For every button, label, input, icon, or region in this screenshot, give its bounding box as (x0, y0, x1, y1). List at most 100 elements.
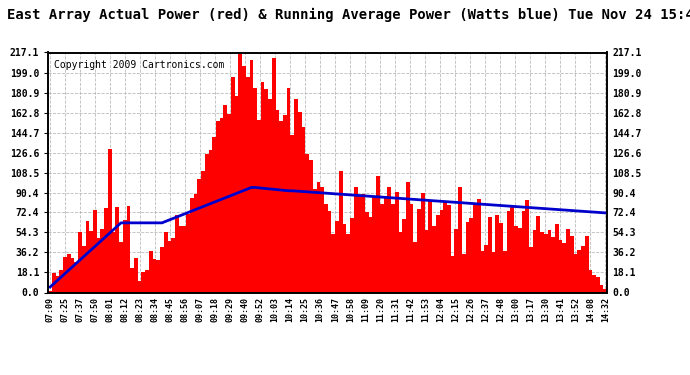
Bar (238, 53, 242, 292)
Bar (208, 150, 213, 292)
Bar (328, 210, 331, 292)
Bar (451, 256, 455, 292)
Bar (67, 254, 70, 292)
Bar (384, 196, 387, 292)
Bar (484, 244, 488, 292)
Bar (138, 282, 141, 292)
Bar (551, 237, 555, 292)
Bar (235, 96, 238, 292)
Bar (421, 193, 424, 292)
Bar (391, 204, 395, 292)
Bar (578, 250, 581, 292)
Bar (343, 225, 346, 292)
Bar (320, 187, 324, 292)
Bar (331, 234, 335, 292)
Bar (313, 189, 317, 292)
Bar (93, 210, 97, 292)
Bar (104, 207, 108, 292)
Bar (559, 240, 562, 292)
Bar (149, 251, 152, 292)
Bar (335, 221, 339, 292)
Bar (368, 217, 373, 292)
Bar (190, 198, 194, 292)
Bar (242, 66, 246, 292)
Bar (518, 228, 522, 292)
Bar (152, 260, 157, 292)
Bar (134, 258, 138, 292)
Bar (555, 224, 559, 292)
Bar (182, 226, 186, 292)
Bar (417, 209, 421, 292)
Bar (357, 195, 362, 292)
Bar (213, 137, 216, 292)
Bar (380, 204, 384, 292)
Bar (250, 60, 253, 292)
Bar (529, 247, 533, 292)
Bar (175, 215, 179, 292)
Bar (246, 77, 250, 292)
Bar (495, 215, 499, 292)
Bar (506, 210, 511, 292)
Bar (275, 110, 279, 292)
Bar (317, 182, 320, 292)
Bar (112, 232, 115, 292)
Bar (592, 275, 596, 292)
Bar (499, 224, 503, 292)
Bar (70, 258, 75, 292)
Bar (440, 210, 443, 292)
Bar (119, 242, 123, 292)
Bar (201, 171, 205, 292)
Bar (346, 234, 350, 292)
Bar (536, 216, 540, 292)
Bar (514, 226, 518, 292)
Bar (197, 179, 201, 292)
Bar (387, 187, 391, 292)
Bar (488, 217, 492, 292)
Bar (503, 251, 506, 292)
Bar (168, 242, 171, 292)
Bar (82, 246, 86, 292)
Bar (287, 88, 290, 292)
Text: Copyright 2009 Cartronics.com: Copyright 2009 Cartronics.com (54, 60, 224, 70)
Bar (604, 289, 607, 292)
Bar (436, 215, 440, 292)
Bar (115, 207, 119, 292)
Bar (231, 77, 235, 292)
Bar (540, 232, 544, 292)
Bar (171, 238, 175, 292)
Bar (264, 89, 268, 292)
Bar (562, 243, 566, 292)
Bar (227, 114, 231, 292)
Bar (160, 247, 164, 292)
Bar (455, 229, 458, 292)
Bar (123, 219, 126, 292)
Bar (402, 219, 406, 292)
Bar (413, 242, 417, 292)
Bar (339, 171, 343, 292)
Bar (350, 218, 354, 292)
Bar (600, 285, 604, 292)
Bar (186, 214, 190, 292)
Bar (141, 272, 145, 292)
Bar (480, 251, 484, 292)
Bar (290, 135, 294, 292)
Bar (268, 99, 272, 292)
Bar (376, 176, 380, 292)
Bar (283, 115, 287, 292)
Bar (164, 232, 168, 292)
Bar (294, 99, 298, 292)
Bar (511, 206, 514, 292)
Bar (362, 194, 365, 292)
Bar (78, 232, 82, 292)
Bar (354, 188, 357, 292)
Bar (432, 226, 436, 292)
Bar (86, 220, 89, 292)
Bar (466, 222, 469, 292)
Text: East Array Actual Power (red) & Running Average Power (Watts blue) Tue Nov 24 15: East Array Actual Power (red) & Running … (7, 8, 690, 22)
Bar (447, 206, 451, 292)
Bar (257, 120, 261, 292)
Bar (194, 194, 197, 292)
Bar (224, 105, 227, 292)
Bar (309, 160, 313, 292)
Bar (477, 198, 480, 292)
